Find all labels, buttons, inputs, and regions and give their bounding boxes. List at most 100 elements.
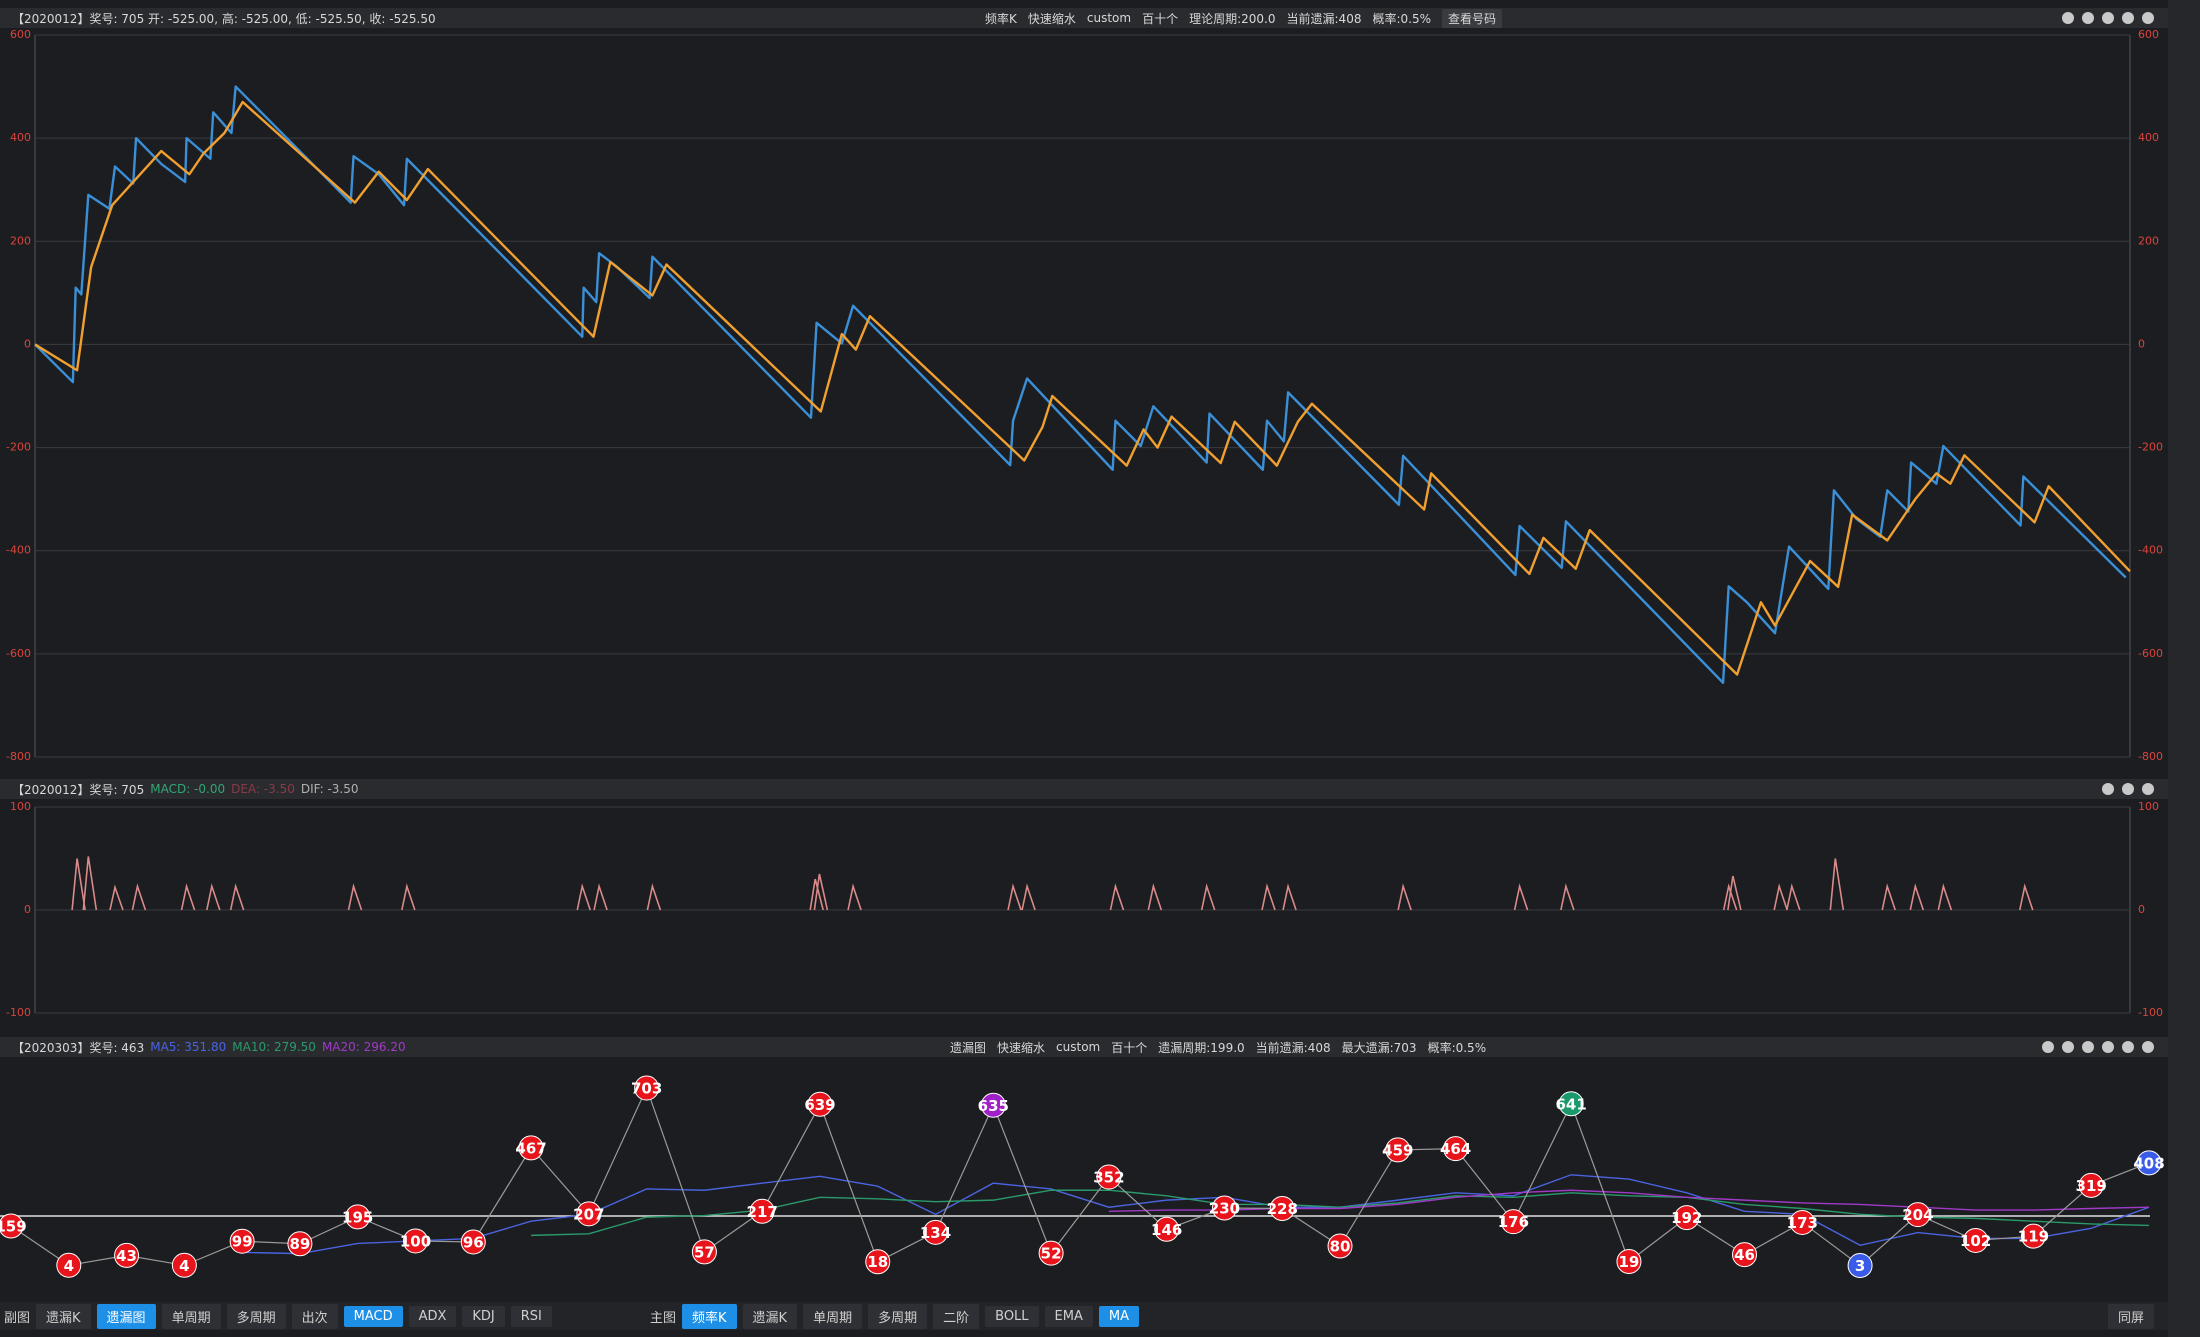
macd-spike [1021,883,1036,911]
macd-spike [1909,883,1925,911]
toolbar-button[interactable]: RSI [510,1305,552,1327]
toolbar-button[interactable]: MA [1098,1305,1139,1327]
dot-label: 3 [1855,1257,1865,1275]
macd-spike [593,883,608,911]
toolbar-button[interactable]: 遗漏K [36,1303,91,1329]
macd-spike [646,883,662,911]
toolbar-button[interactable]: 频率K [682,1303,737,1329]
toolbar-button[interactable]: BOLL [985,1305,1039,1327]
omission-dot [1963,1227,1989,1253]
header-info-item: 百十个 [1142,11,1179,26]
right-tools: 同屏 [2108,1303,2155,1329]
price-line [34,100,2131,676]
dot-label: 4 [179,1257,189,1275]
y-tick-label: 200 [2138,234,2159,247]
dot-label: 192 [1671,1209,1702,1227]
indicator-label: MACD: -0.00 [150,782,226,796]
macd-spike [82,856,98,911]
toolbar-button[interactable]: KDJ [462,1305,505,1327]
dot-label: 99 [232,1233,253,1251]
dot-label: 159 [0,1217,27,1235]
ma-line [531,1189,2150,1237]
omission-dot [56,1252,82,1278]
dot-label: 176 [1498,1213,1529,1231]
omission-dot [1500,1209,1526,1235]
y-tick-label: -400 [2138,544,2163,557]
dot-label: 43 [116,1247,137,1265]
toolbar-button[interactable]: 单周期 [161,1303,221,1329]
dot-label: 18 [867,1253,888,1271]
toolbar-button[interactable]: ADX [408,1305,457,1327]
dot-label: 102 [1960,1232,1991,1250]
macd-spike [1937,883,1953,911]
omission-dot [402,1228,428,1254]
ma-line [242,1174,2150,1255]
toolbar-button[interactable]: 二阶 [933,1303,980,1329]
header-info-item: 概率:0.5% [1372,11,1431,26]
dot-label: 319 [2076,1177,2107,1195]
omission-dot [691,1239,717,1265]
dot-label: 80 [1330,1238,1351,1256]
y-tick-label: 600 [10,28,31,41]
header-info-item: 快速缩水 [1027,11,1076,26]
header-title: 【2020012】奖号: 705 [12,782,145,797]
header-icons [2102,783,2154,795]
dot-label: 228 [1267,1200,1298,1218]
omission-dot [1269,1195,1295,1221]
omission-dot [2136,1150,2162,1176]
macd-spike [229,883,245,911]
omission-dot [171,1252,197,1278]
toolbar-button[interactable]: MACD [343,1305,403,1327]
left-tools: 副图 遗漏K 遗漏图 单周期 多周期 出次 MACD ADX KDJ RSI [4,1303,552,1329]
dot-label: 100 [400,1232,431,1250]
dot-label: 230 [1209,1199,1240,1217]
omission-dot [1616,1248,1642,1274]
toolbar-button[interactable]: 单周期 [803,1303,863,1329]
macd-spike [131,883,147,911]
dot-label: 641 [1556,1095,1587,1113]
header-info: 遗漏图 快速缩水 custom 百十个 遗漏周期:199.0 当前遗漏:408 最大遗漏:7… [950,1039,1486,1056]
macd-spike [1147,883,1163,911]
header-info-item: 遗漏图 [950,1040,987,1055]
omission-dot [807,1091,833,1117]
macd-spike [1513,883,1529,911]
dot-label: 146 [1151,1221,1182,1239]
omission-dot [1847,1253,1873,1279]
toolbar-button[interactable]: EMA [1044,1305,1093,1327]
indicator-label: MA10: 279.50 [232,1040,316,1054]
dot-label: 352 [1093,1169,1124,1187]
y-tick-label: 0 [24,903,31,916]
macd-spike [206,883,221,911]
y-tick-label: -200 [2138,441,2163,454]
dot-label: 19 [1619,1253,1640,1271]
macd-spike [1773,883,1788,911]
omission-dot [1211,1195,1237,1221]
toolbar-button[interactable]: 遗漏K [742,1303,798,1329]
toolbar-button[interactable]: 多周期 [226,1303,286,1329]
y-tick-label: 200 [10,234,31,247]
main-header: 【2020012】奖号: 705 开: -525.00, 高: -525.00,… [0,8,2168,28]
y-tick-label: 400 [10,131,31,144]
dot-label: 134 [920,1224,951,1242]
header-title: 【2020303】奖号: 463 [12,1040,145,1055]
toolbar-button[interactable]: 多周期 [868,1303,928,1329]
toolbar-button[interactable]: 遗漏图 [96,1303,156,1329]
omission-dot [749,1198,775,1224]
dot-label: 89 [289,1235,310,1253]
dot-label: 4 [64,1257,74,1275]
toolbar-button[interactable]: 同屏 [2108,1303,2155,1329]
omission-dot [460,1229,486,1255]
macd-spike [1200,883,1216,911]
header-info-item: 快速缩水 [997,1040,1046,1055]
toolbar-button[interactable]: 出次 [291,1303,338,1329]
dot-label: 57 [694,1243,715,1261]
indicator-label: DIF: -3.50 [300,782,359,796]
header-icons [2042,1041,2154,1053]
indicator-label: MA5: 351.80 [150,1040,227,1054]
dot-label: 46 [1734,1246,1755,1264]
toolbar-label: 副图 [4,1310,31,1326]
macd-header: 【2020012】奖号: 705 MACD: -0.00 DEA: -3.50 DIF… [0,779,2168,799]
view-button[interactable]: 查看号码 [1442,8,1503,28]
macd-spike [347,883,363,911]
